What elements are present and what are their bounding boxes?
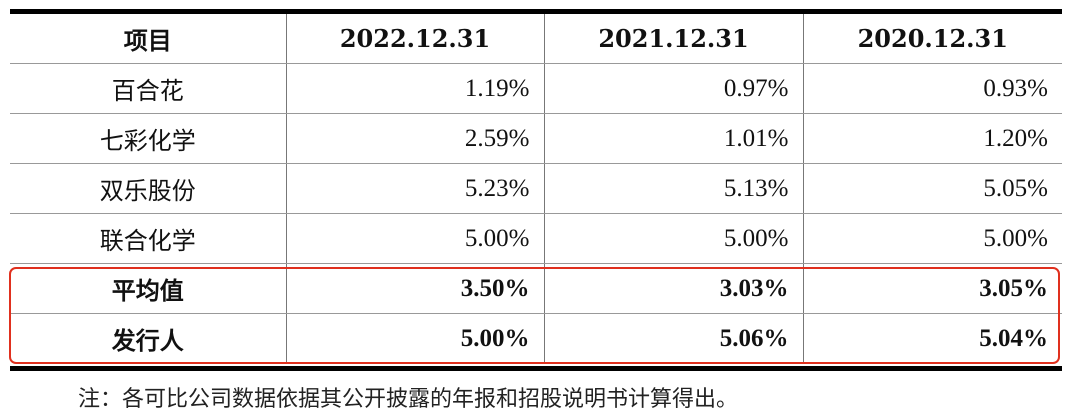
table-row: 双乐股份 5.23% 5.13% 5.05% — [10, 163, 1062, 214]
cell-2021: 5.06% — [543, 313, 803, 363]
cell-2020: 3.05% — [802, 263, 1062, 314]
table-bottom-rule — [10, 366, 1062, 371]
cell-2020: 1.20% — [802, 113, 1062, 164]
row-label: 七彩化学 — [10, 113, 286, 164]
cell-2020: 5.04% — [802, 313, 1062, 363]
row-label: 联合化学 — [10, 213, 286, 264]
table-header-row: 项目 2022.12.31 2021.12.31 2020.12.31 — [10, 14, 1062, 64]
table-row: 百合花 1.19% 0.97% 0.93% — [10, 63, 1062, 114]
row-label: 发行人 — [111, 327, 184, 355]
header-item: 项目 — [10, 14, 286, 64]
cell-2022: 5.00% — [285, 213, 544, 264]
cell-2022: 5.00% — [285, 313, 544, 363]
cell-2020: 5.00% — [802, 213, 1062, 264]
table-row-average: 平均值 3.50% 3.03% 3.05% — [10, 263, 1062, 314]
header-2020: 2020.12.31 — [802, 14, 1062, 64]
row-label: 平均值 — [10, 263, 286, 314]
table-row-issuer: 发行人 5.00% 5.06% 5.04% — [10, 313, 1062, 363]
cell-2022: 2.59% — [285, 113, 544, 164]
row-label: 双乐股份 — [10, 163, 286, 214]
cell-2021: 3.03% — [543, 263, 803, 314]
row-label: 百合花 — [10, 63, 286, 114]
table-row: 七彩化学 2.59% 1.01% 1.20% — [10, 113, 1062, 164]
header-2021: 2021.12.31 — [543, 14, 803, 64]
table-row: 联合化学 5.00% 5.00% 5.00% — [10, 213, 1062, 264]
cell-2020: 5.05% — [802, 163, 1062, 214]
cell-2020: 0.93% — [802, 63, 1062, 114]
cell-2022: 3.50% — [285, 263, 544, 314]
cell-2021: 5.13% — [543, 163, 803, 214]
footnote: 注：各可比公司数据依据其公开披露的年报和招股说明书计算得出。 — [78, 387, 739, 412]
cell-2022: 5.23% — [285, 163, 544, 214]
header-2022: 2022.12.31 — [285, 14, 544, 64]
cell-2022: 1.19% — [285, 63, 544, 114]
table-top-rule — [10, 9, 1062, 14]
cell-2021: 1.01% — [543, 113, 803, 164]
comparison-table: 项目 2022.12.31 2021.12.31 2020.12.31 百合花 … — [10, 14, 1062, 363]
cell-2021: 0.97% — [543, 63, 803, 114]
cell-2021: 5.00% — [543, 213, 803, 264]
